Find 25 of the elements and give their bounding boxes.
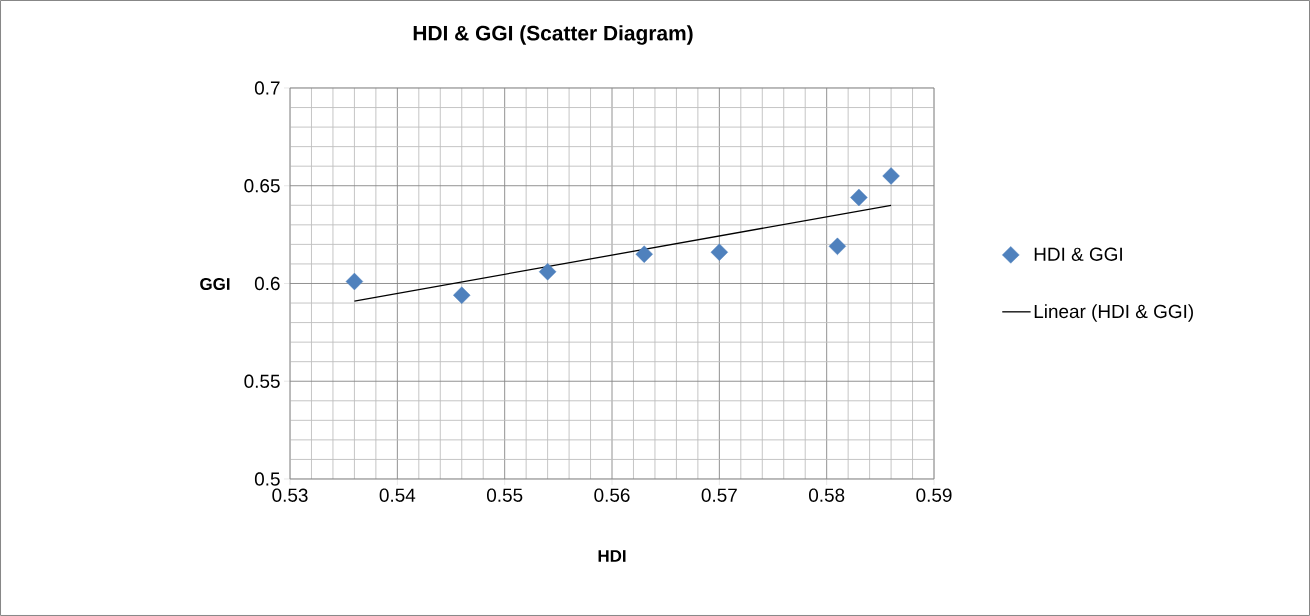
y-axis-title: GGI <box>200 277 230 290</box>
point <box>453 286 471 304</box>
point <box>710 243 729 261</box>
point <box>345 272 364 291</box>
x-tick-label: 0.59 <box>916 488 952 502</box>
legend-label: HDI & GGI <box>1034 247 1122 261</box>
chart-title: HDI & GGI (Scatter Diagram) <box>413 25 693 45</box>
y-tick-label: 0.6 <box>254 276 280 291</box>
point <box>828 237 847 256</box>
y-tick-label: 0.5 <box>254 472 280 486</box>
x-tick-label: 0.57 <box>701 488 737 502</box>
point <box>538 263 557 281</box>
y-tick-label: 0.65 <box>244 179 280 193</box>
y-tick-label: 0.7 <box>254 81 280 95</box>
point <box>635 245 653 263</box>
x-tick-label: 0.56 <box>594 488 630 502</box>
x-axis-title: HDI <box>598 550 626 562</box>
x-tick-label: 0.53 <box>272 488 308 502</box>
point <box>850 188 868 207</box>
x-tick-label: 0.58 <box>808 488 845 502</box>
legend-label: Linear (HDI & GGI) <box>1034 304 1193 322</box>
x-tick-label: 0.54 <box>379 488 416 502</box>
point <box>882 167 900 185</box>
x-tick-label: 0.55 <box>486 488 523 502</box>
y-tick-label: 0.55 <box>244 374 280 388</box>
